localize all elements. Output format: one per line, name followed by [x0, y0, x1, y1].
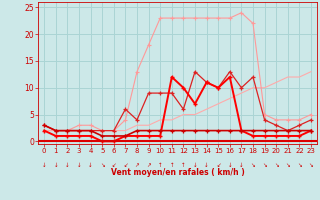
X-axis label: Vent moyen/en rafales ( km/h ): Vent moyen/en rafales ( km/h ) [111, 168, 244, 177]
